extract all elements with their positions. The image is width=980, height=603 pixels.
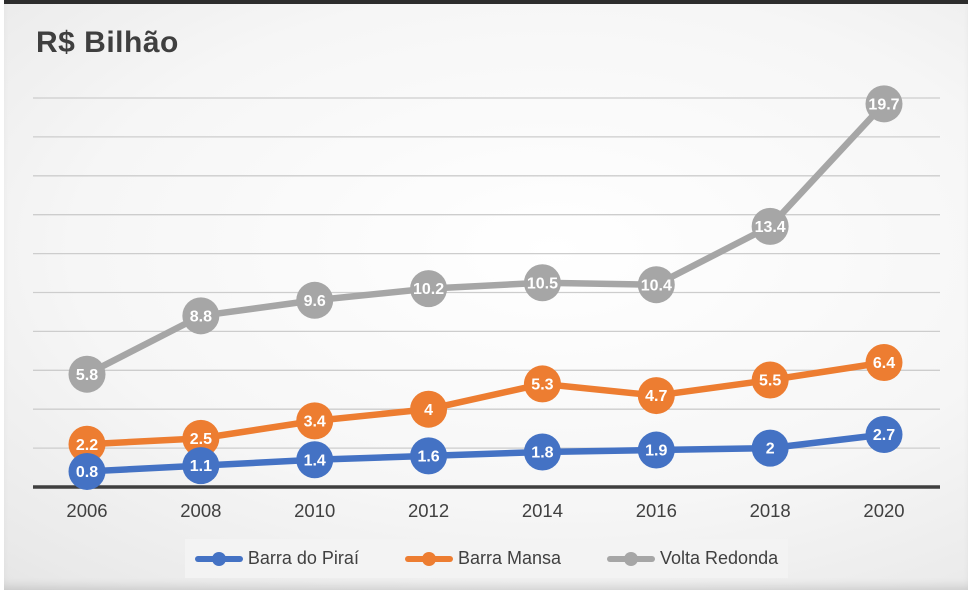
data-point-label: 2 [766,441,775,458]
data-point-label: 9.6 [304,293,326,310]
data-point-label: 10.5 [527,275,558,292]
data-point-marker-barra-mansa [865,344,903,382]
data-point-label: 10.4 [641,277,672,294]
data-point-marker-volta-redonda [296,281,334,319]
x-axis-label: 2016 [636,500,677,521]
data-point-label: 1.8 [531,445,553,462]
legend-dot-marker-icon [211,551,226,566]
x-axis-label: 2014 [522,500,563,521]
data-point-marker-volta-redonda [523,264,561,302]
data-point-label: 4 [424,402,433,419]
legend-line-marker-icon [607,551,655,566]
data-point-label: 5.5 [759,373,781,390]
legend-dot-marker-icon [624,551,638,566]
data-point-marker-barra-do-pirai [410,437,448,475]
data-point-marker-barra-mansa [751,361,789,399]
legend-label: Volta Redonda [660,548,779,568]
x-axis-label: 2008 [180,500,221,521]
legend-label: Barra Mansa [457,548,561,568]
legend-item-barra-do-pirai: Barra do Piraí [194,548,359,569]
data-point-label: 1.4 [304,452,326,469]
data-point-label: 1.1 [190,458,212,475]
data-point-marker-barra-do-pirai [865,415,903,453]
data-point-marker-barra-do-pirai [637,431,675,469]
data-point-label: 10.2 [413,281,444,298]
data-point-label: 3.4 [304,413,326,430]
legend-item-barra-mansa: Barra Mansa [404,548,561,569]
data-point-marker-barra-mansa [68,425,106,463]
legend-line-marker-icon [194,551,243,566]
data-point-label: 4.7 [645,388,667,405]
data-point-marker-barra-mansa [523,365,561,403]
data-point-marker-volta-redonda [410,270,448,308]
legend-dot-marker-icon [421,551,436,566]
data-point-marker-barra-do-pirai [296,441,334,479]
series-line-barra-do-pirai [83,431,888,475]
data-point-label: 0.8 [76,464,98,481]
data-point-label: 2.2 [76,437,98,454]
data-point-marker-barra-mansa [410,390,448,428]
legend-label: Barra do Piraí [247,548,359,568]
data-point-label: 19.7 [868,96,899,113]
legend-line-marker-icon [404,551,453,566]
data-point-marker-volta-redonda [865,85,903,123]
data-point-label: 2.5 [190,431,212,448]
data-point-marker-barra-mansa [182,419,220,457]
data-point-label: 1.9 [645,443,667,460]
x-axis-label: 2006 [66,500,107,521]
data-point-label: 5.3 [531,377,553,394]
data-point-marker-barra-mansa [637,377,675,415]
data-point-marker-volta-redonda [68,355,106,393]
data-point-label: 6.4 [873,355,895,372]
data-point-label: 5.8 [76,367,98,384]
data-point-marker-barra-do-pirai [751,429,789,467]
series-line-barra-mansa [83,359,888,448]
x-axis-label: 2012 [408,500,449,521]
chart-legend: Barra do Piraí Barra Mansa Volta Redonda [185,539,788,578]
data-point-marker-barra-do-pirai [523,433,561,471]
data-point-label: 13.4 [755,219,786,236]
data-point-marker-volta-redonda [637,266,675,304]
data-point-marker-barra-do-pirai [182,447,220,485]
data-point-marker-volta-redonda [751,207,789,245]
data-point-marker-volta-redonda [182,297,220,335]
x-axis-label: 2018 [750,500,791,521]
x-axis-label: 2010 [294,500,335,521]
data-point-marker-barra-mansa [296,402,334,440]
data-point-label: 8.8 [190,308,212,325]
series-line-volta-redonda [83,100,888,378]
x-axis-label: 2020 [863,500,904,521]
chart-title: R$ Bilhão [36,26,179,59]
data-point-label: 1.6 [417,448,439,465]
data-point-label: 2.7 [873,427,895,444]
legend-item-volta-redonda: Volta Redonda [607,548,778,569]
data-point-marker-barra-do-pirai [68,452,106,490]
